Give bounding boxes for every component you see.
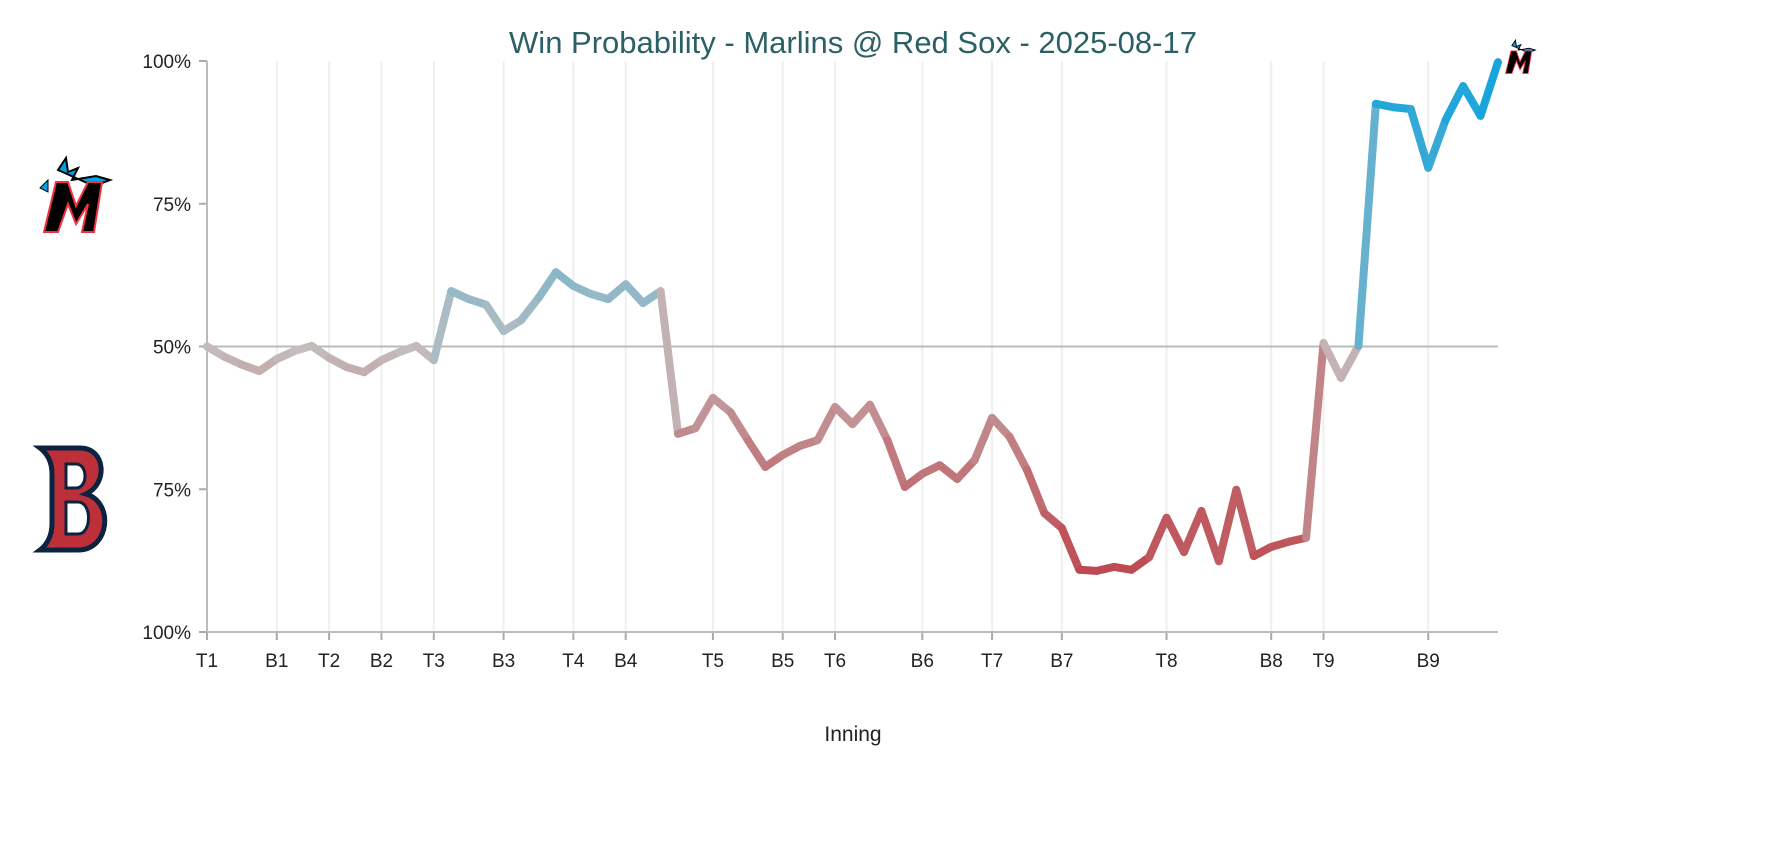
line-segment (953, 456, 979, 483)
line-segment (621, 280, 648, 308)
line-segment (743, 436, 770, 471)
marlins-logo-icon (39, 155, 114, 233)
x-tick-label: T9 (1312, 651, 1334, 672)
line-segment (1162, 513, 1188, 557)
x-tick-label: B2 (370, 651, 393, 672)
line-segment (1005, 432, 1031, 474)
line-segment (865, 400, 892, 445)
y-tick-label: 75% (153, 480, 191, 501)
y-axis: 100% 75% 50% 75% 100% (142, 52, 208, 644)
line-segment (988, 413, 1014, 441)
x-tick-label: B7 (1050, 651, 1073, 672)
line-segment (1441, 82, 1468, 124)
line-segment (1406, 104, 1433, 172)
y-tick-label: 50% (153, 338, 191, 359)
line-segment (813, 403, 840, 445)
line-segment (1424, 115, 1450, 172)
red-sox-logo-icon (32, 445, 108, 553)
line-segment (1459, 82, 1485, 120)
line-segment (429, 287, 456, 365)
x-tick-label: T2 (318, 651, 340, 672)
line-segment (970, 413, 997, 465)
x-tick-label: T8 (1155, 651, 1177, 672)
line-segment (1214, 485, 1241, 566)
x-tick-label: B4 (614, 651, 638, 672)
x-tick-label: T3 (423, 651, 445, 672)
line-segment (1319, 339, 1345, 382)
chart-title: Win Probability - Marlins @ Red Sox - 20… (509, 25, 1197, 60)
line-segment (1057, 524, 1084, 574)
x-tick-label: T5 (702, 651, 724, 672)
grid (206, 61, 1498, 632)
x-tick-label: T1 (196, 651, 218, 672)
line-segment (1302, 339, 1328, 542)
x-tick-label: B3 (492, 651, 515, 672)
x-axis-label: Inning (824, 723, 881, 746)
line-segment (534, 268, 560, 302)
line-segment (1197, 506, 1223, 566)
y-tick-label: 100% (142, 623, 191, 644)
x-tick-label: B5 (771, 651, 794, 672)
line-segment (1145, 513, 1171, 562)
x-tick-label: B1 (265, 651, 288, 672)
line-segment (1476, 58, 1502, 120)
win-probability-line (203, 38, 1537, 575)
line-segment (1022, 465, 1049, 518)
line-segment (848, 400, 874, 429)
x-tick-label: B8 (1260, 651, 1283, 672)
x-tick-label: T4 (562, 651, 585, 672)
x-tick-label: B6 (911, 651, 934, 672)
x-axis: T1 B1 T2 B2 T3 B3 T4 B4 T5 B5 T6 B6 T7 B7 T8 B8 T9 B9 (196, 631, 1498, 672)
x-tick-label: B9 (1417, 651, 1440, 672)
line-segment (1179, 506, 1206, 557)
line-segment (482, 300, 508, 336)
line-segment (691, 393, 717, 433)
x-tick-label: T6 (824, 651, 846, 672)
y-tick-label: 75% (153, 195, 191, 216)
winner-logo-icon (1505, 38, 1537, 74)
line-segment (726, 408, 752, 445)
line-segment (883, 436, 909, 491)
line-segment (1232, 485, 1258, 561)
x-tick-label: T7 (981, 651, 1003, 672)
line-segment (831, 403, 857, 429)
line-segment (1354, 99, 1380, 350)
line-segment (517, 293, 543, 325)
line-segment (1336, 341, 1363, 382)
line-segment (656, 287, 683, 438)
y-tick-label: 100% (142, 52, 191, 73)
